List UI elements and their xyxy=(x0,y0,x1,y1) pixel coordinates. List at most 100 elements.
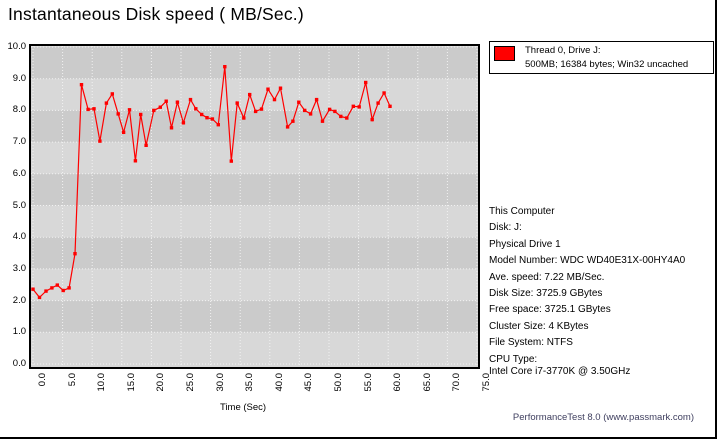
y-tick-label: 0.0 xyxy=(12,358,26,369)
legend-text: Thread 0, Drive J: 500MB; 16384 bytes; W… xyxy=(525,44,688,71)
data-point-marker xyxy=(61,288,65,293)
data-point-marker xyxy=(31,287,35,291)
data-point-marker xyxy=(253,109,258,114)
x-tick-label: 20.0 xyxy=(155,373,167,392)
data-point-marker xyxy=(50,286,54,290)
plot-area xyxy=(29,44,480,369)
data-point-marker xyxy=(242,116,246,120)
legend-series-detail: 500MB; 16384 bytes; Win32 uncached xyxy=(525,58,689,70)
data-point-marker xyxy=(98,139,102,143)
info-line: File System: NTFS xyxy=(489,337,573,349)
y-tick-label: 1.0 xyxy=(12,326,26,338)
data-point-marker xyxy=(127,108,132,112)
data-point-marker xyxy=(266,87,270,91)
data-point-marker xyxy=(181,121,186,125)
data-point-marker xyxy=(116,112,120,116)
data-point-marker xyxy=(333,109,337,114)
system-info-panel: This Computer Disk: J: Physical Drive 1 Mod… xyxy=(489,206,685,382)
x-tick-label: 5.0 xyxy=(66,373,78,387)
data-point-marker xyxy=(229,159,233,163)
data-point-marker xyxy=(37,295,42,300)
data-point-marker xyxy=(327,107,332,112)
chart-title: Instantaneous Disk speed ( MB/Sec.) xyxy=(8,4,304,24)
data-point-marker xyxy=(216,123,220,127)
x-tick-label: 35.0 xyxy=(244,373,256,392)
x-tick-label: 30.0 xyxy=(214,373,226,392)
info-line: Intel Core i7-3770K @ 3.50GHz xyxy=(489,365,631,377)
y-tick-label: 7.0 xyxy=(12,136,26,148)
data-point-marker xyxy=(86,107,90,112)
x-tick-label: 25.0 xyxy=(185,373,196,392)
band xyxy=(31,332,478,364)
info-line: Disk: J: xyxy=(489,222,522,234)
y-tick-label: 3.0 xyxy=(12,262,26,274)
data-point-marker xyxy=(345,116,349,120)
y-tick-label: 9.0 xyxy=(12,72,26,84)
data-point-marker xyxy=(121,130,126,134)
info-line: Cluster Size: 4 KBytes xyxy=(489,320,589,332)
y-tick-label: 2.0 xyxy=(12,294,26,306)
band xyxy=(31,142,478,174)
data-point-marker xyxy=(388,104,392,108)
data-point-marker xyxy=(104,101,109,105)
info-line: CPU Type: xyxy=(489,353,538,365)
x-tick-label: 0.0 xyxy=(37,373,48,387)
data-point-marker xyxy=(205,116,209,120)
data-point-marker xyxy=(175,100,180,104)
data-point-marker xyxy=(164,99,168,103)
band xyxy=(31,47,478,79)
info-line: Physical Drive 1 xyxy=(489,238,561,250)
info-line: Free space: 3725.1 GBytes xyxy=(489,304,611,316)
x-tick-label: 55.0 xyxy=(362,373,374,392)
data-point-marker xyxy=(194,107,198,111)
y-tick-label: 4.0 xyxy=(12,231,26,243)
data-point-marker xyxy=(272,97,277,102)
series-color-swatch xyxy=(494,46,515,61)
data-point-marker xyxy=(152,108,156,113)
legend: Thread 0, Drive J: 500MB; 16384 bytes; W… xyxy=(489,41,714,74)
data-point-marker xyxy=(364,80,368,85)
data-point-marker xyxy=(44,289,48,293)
data-point-marker xyxy=(133,159,138,163)
x-tick-label: 60.0 xyxy=(392,373,404,392)
y-tick-label: 8.0 xyxy=(12,104,26,116)
data-point-marker xyxy=(370,117,374,122)
x-tick-label: 50.0 xyxy=(333,373,344,392)
data-point-marker xyxy=(303,108,307,113)
band xyxy=(31,205,478,238)
data-point-marker xyxy=(79,83,84,87)
data-point-marker xyxy=(235,101,239,105)
data-point-marker xyxy=(55,283,59,287)
disk-speed-line-chart xyxy=(31,46,478,367)
data-point-marker xyxy=(376,101,380,105)
data-point-marker xyxy=(144,143,148,147)
data-point-marker xyxy=(223,65,227,69)
x-tick-label: 65.0 xyxy=(421,373,433,392)
data-point-marker xyxy=(92,107,96,111)
band xyxy=(31,110,478,143)
data-point-marker xyxy=(188,97,193,102)
data-point-marker xyxy=(285,125,290,129)
data-point-marker xyxy=(210,117,215,121)
y-tick-label: 6.0 xyxy=(12,167,26,179)
info-line: Model Number: WDC WD40E31X-00HY4A0 xyxy=(489,255,686,267)
data-point-marker xyxy=(67,286,71,290)
info-line: Ave. speed: 7.22 MB/Sec. xyxy=(489,271,605,283)
data-point-marker xyxy=(278,86,283,90)
data-point-marker xyxy=(291,119,295,123)
band xyxy=(31,173,478,206)
y-tick-label: 5.0 xyxy=(12,199,26,211)
x-tick-label: 15.0 xyxy=(125,373,137,392)
data-point-marker xyxy=(200,112,204,117)
info-line: This Computer xyxy=(489,206,555,217)
legend-series-name: Thread 0, Drive J: xyxy=(525,45,601,56)
info-line: Disk Size: 3725.9 GBytes xyxy=(489,287,603,299)
data-point-marker xyxy=(382,91,386,95)
x-tick-label: 40.0 xyxy=(273,373,285,392)
data-point-marker xyxy=(351,104,355,108)
x-tick-label: 10.0 xyxy=(96,373,108,392)
data-point-marker xyxy=(158,105,162,109)
data-point-marker xyxy=(314,97,319,102)
band xyxy=(31,300,478,333)
